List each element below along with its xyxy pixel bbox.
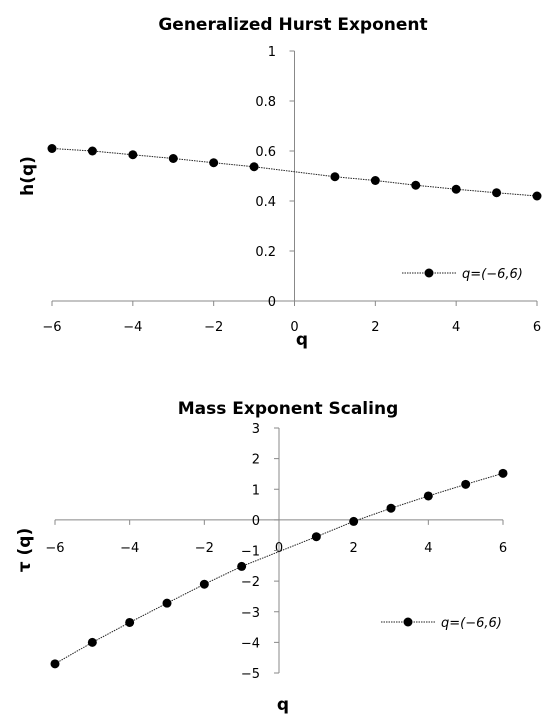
mass-data-point xyxy=(461,479,471,489)
hurst-legend-label: q=(−6,6) xyxy=(462,267,523,282)
mass-x-tick-label: 6 xyxy=(499,541,507,556)
hurst-y-tick-label: 0 xyxy=(268,295,276,310)
mass-x-tick-label: −2 xyxy=(195,541,214,556)
hurst-x-tick-label: −4 xyxy=(123,320,142,335)
mass-data-point xyxy=(498,468,508,478)
hurst-legend-marker xyxy=(424,268,434,278)
mass-series-line xyxy=(54,472,504,665)
mass-data-point xyxy=(386,503,396,513)
mass-legend-label: q=(−6,6) xyxy=(441,616,502,631)
mass-data-point xyxy=(162,598,172,608)
mass-y-tick-label: −5 xyxy=(241,667,260,682)
mass-x-tick-label: 0 xyxy=(275,541,283,556)
hurst-data-point xyxy=(168,154,178,163)
mass-data-point xyxy=(87,637,97,647)
hurst-data-point xyxy=(370,176,380,185)
mass-y-tick-label: 2 xyxy=(252,453,260,468)
mass-y-tick-label: −2 xyxy=(241,575,260,590)
mass-exponent-chart: Mass Exponent Scaling τ (q) q −6 −4 −2 0 2 4 6… xyxy=(15,399,508,715)
hurst-exponent-chart: Generalized Hurst Exponent h(q) q −6 −4 −2… xyxy=(18,15,542,350)
mass-y-tick-label: 1 xyxy=(252,483,260,498)
hurst-data-point xyxy=(492,188,502,198)
hurst-data-point xyxy=(87,146,97,156)
mass-y-tick-label: −1 xyxy=(241,545,260,560)
mass-y-tick-label: 0 xyxy=(252,514,260,529)
hurst-x-tick-label: −2 xyxy=(204,320,223,335)
hurst-data-point xyxy=(532,191,542,201)
hurst-x-tick-label: 0 xyxy=(290,320,298,335)
mass-chart-title: Mass Exponent Scaling xyxy=(178,399,398,419)
mass-legend-marker xyxy=(403,617,413,627)
hurst-y-tick-label: 0.8 xyxy=(255,95,276,110)
hurst-data-point xyxy=(209,158,219,168)
hurst-series-line xyxy=(51,148,538,197)
mass-y-tick-label: −4 xyxy=(241,636,260,651)
hurst-data-point xyxy=(47,144,57,153)
hurst-x-tick-label: −6 xyxy=(42,320,61,335)
hurst-chart-ylabel: h(q) xyxy=(18,156,38,196)
mass-data-point xyxy=(423,491,433,501)
mass-data-point xyxy=(349,516,359,526)
mass-data-point xyxy=(125,617,135,627)
hurst-data-point xyxy=(330,172,340,182)
hurst-chart-title: Generalized Hurst Exponent xyxy=(158,15,427,35)
mass-x-tick-label: 4 xyxy=(424,541,432,556)
hurst-y-tick-label: 0.4 xyxy=(255,195,276,210)
hurst-y-tick-label: 1 xyxy=(268,45,276,60)
mass-y-tick-label: 3 xyxy=(252,422,260,437)
hurst-x-tick-label: 6 xyxy=(533,320,541,335)
hurst-y-tick-label: 0.6 xyxy=(255,145,276,160)
hurst-x-tick-label: 4 xyxy=(452,320,460,335)
mass-chart-ylabel: τ (q) xyxy=(15,528,35,572)
mass-x-tick-label: 2 xyxy=(350,541,358,556)
mass-data-point xyxy=(50,659,60,669)
hurst-data-point xyxy=(451,184,461,194)
mass-y-tick-label: −3 xyxy=(241,606,260,621)
mass-data-point xyxy=(311,532,321,542)
hurst-data-point xyxy=(128,150,138,160)
hurst-y-tick-label: 0.2 xyxy=(255,245,276,260)
hurst-data-point xyxy=(249,162,259,172)
mass-data-point xyxy=(199,579,209,589)
mass-x-tick-label: −4 xyxy=(120,541,139,556)
mass-x-tick-label: −6 xyxy=(45,541,64,556)
hurst-chart-xlabel: q xyxy=(296,330,308,350)
mass-data-point xyxy=(237,561,247,571)
hurst-data-point xyxy=(411,180,421,190)
mass-chart-xlabel: q xyxy=(277,695,289,715)
hurst-x-tick-label: 2 xyxy=(371,320,379,335)
